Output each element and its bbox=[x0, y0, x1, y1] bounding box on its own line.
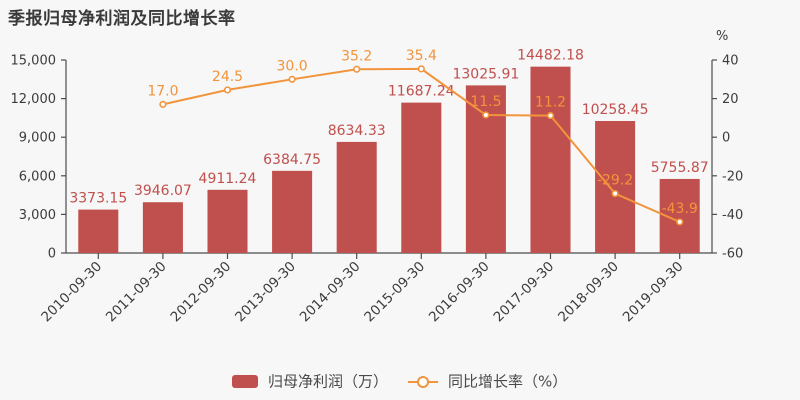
growth-rate-point-2013-09-30[interactable] bbox=[288, 75, 296, 83]
y-axis-right-tick-label: -40 bbox=[722, 208, 743, 223]
bar-2010-09-30[interactable] bbox=[78, 209, 119, 253]
bar-value-label-2010-09-30: 3373.15 bbox=[69, 191, 127, 207]
x-axis-tick-label-2014-09-30: 2014-09-30 bbox=[297, 259, 364, 326]
y-axis-right-unit-label: % bbox=[716, 29, 728, 44]
x-axis-tick-label-2019-09-30: 2019-09-30 bbox=[620, 259, 687, 326]
bar-value-label-2017-09-30: 14482.18 bbox=[517, 48, 584, 64]
legend-label-profit[interactable]: 归母净利润（万） bbox=[268, 373, 388, 391]
growth-rate-point-2017-09-30[interactable] bbox=[546, 111, 555, 120]
bar-value-label-2012-09-30: 4911.24 bbox=[199, 171, 257, 187]
bar-2016-09-30[interactable] bbox=[465, 85, 506, 253]
growth-rate-point-2019-09-30[interactable] bbox=[676, 218, 684, 226]
growth-rate-label-2013-09-30: 30.0 bbox=[277, 58, 308, 74]
x-axis-tick-label-2010-09-30: 2010-09-30 bbox=[38, 259, 105, 326]
bar-value-label-2016-09-30: 13025.91 bbox=[452, 66, 519, 82]
growth-rate-label-2015-09-30: 35.4 bbox=[406, 48, 437, 64]
bar-2015-09-30[interactable] bbox=[401, 102, 442, 253]
x-axis-tick-label-2017-09-30: 2017-09-30 bbox=[491, 259, 558, 326]
y-axis-right-tick-label: 40 bbox=[722, 54, 739, 69]
growth-rate-point-2014-09-30[interactable] bbox=[353, 65, 361, 73]
bar-value-label-2018-09-30: 10258.45 bbox=[582, 102, 649, 118]
growth-rate-label-2012-09-30: 24.5 bbox=[212, 69, 243, 85]
bar-value-label-2013-09-30: 6384.75 bbox=[263, 152, 321, 168]
x-axis-tick-label-2012-09-30: 2012-09-30 bbox=[168, 259, 235, 326]
growth-rate-point-2016-09-30[interactable] bbox=[482, 111, 490, 119]
growth-rate-point-2011-09-30[interactable] bbox=[159, 100, 167, 108]
bar-2011-09-30[interactable] bbox=[142, 202, 183, 253]
bar-value-label-2015-09-30: 11687.24 bbox=[388, 84, 455, 100]
x-axis-tick-label-2013-09-30: 2013-09-30 bbox=[232, 259, 299, 326]
y-axis-right-tick-label: 20 bbox=[722, 92, 739, 107]
growth-rate-label-2019-09-30: -43.9 bbox=[662, 201, 698, 217]
y-axis-left-tick-label: 0 bbox=[48, 247, 56, 262]
y-axis-right-tick-label: -20 bbox=[722, 169, 743, 184]
y-axis-left-tick-label: 15,000 bbox=[11, 54, 57, 69]
y-axis-right-tick-label: 0 bbox=[722, 131, 730, 146]
legend-label-growth[interactable]: 同比增长率（%） bbox=[448, 373, 567, 391]
y-axis-left-tick-label: 6,000 bbox=[19, 169, 56, 184]
bar-value-label-2019-09-30: 5755.87 bbox=[651, 160, 709, 176]
bar-value-label-2014-09-30: 8634.33 bbox=[328, 123, 386, 139]
y-axis-left-tick-label: 12,000 bbox=[11, 92, 57, 107]
bar-2018-09-30[interactable] bbox=[595, 121, 636, 254]
y-axis-right-tick-label: -60 bbox=[722, 247, 743, 262]
legend-marker-growth bbox=[417, 376, 429, 388]
growth-rate-point-2015-09-30[interactable] bbox=[417, 65, 425, 73]
y-axis-left-tick-label: 3,000 bbox=[19, 208, 56, 223]
bar-2014-09-30[interactable] bbox=[336, 141, 377, 253]
growth-rate-label-2018-09-30: -29.2 bbox=[597, 173, 633, 189]
growth-rate-point-2012-09-30[interactable] bbox=[223, 86, 232, 94]
bar-2012-09-30[interactable] bbox=[207, 189, 248, 253]
y-axis-left-tick-label: 9,000 bbox=[19, 131, 56, 146]
x-axis-tick-label-2018-09-30: 2018-09-30 bbox=[555, 259, 622, 326]
x-axis-tick-label-2016-09-30: 2016-09-30 bbox=[426, 259, 493, 326]
growth-rate-label-2014-09-30: 35.2 bbox=[341, 48, 372, 64]
growth-rate-label-2016-09-30: 11.5 bbox=[470, 94, 501, 110]
bar-2017-09-30[interactable] bbox=[530, 66, 571, 253]
x-axis-tick-label-2015-09-30: 2015-09-30 bbox=[361, 259, 428, 326]
chart-title: 季报归母净利润及同比增长率 bbox=[8, 9, 236, 29]
growth-rate-label-2017-09-30: 11.2 bbox=[535, 95, 566, 111]
growth-rate-label-2011-09-30: 17.0 bbox=[147, 83, 178, 99]
x-axis-tick-label-2011-09-30: 2011-09-30 bbox=[103, 259, 170, 326]
legend-swatch-profit bbox=[232, 375, 258, 388]
growth-rate-point-2018-09-30[interactable] bbox=[611, 189, 619, 198]
bar-2013-09-30[interactable] bbox=[272, 170, 313, 253]
bar-value-label-2011-09-30: 3946.07 bbox=[134, 183, 192, 199]
